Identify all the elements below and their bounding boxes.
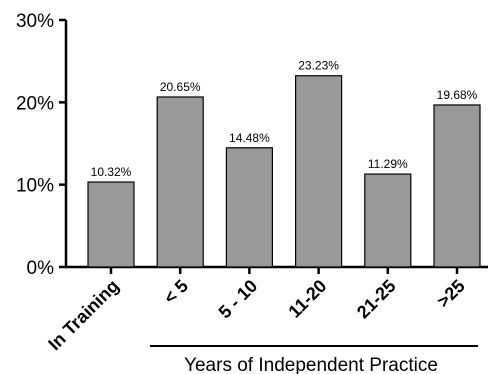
axes: 0% 10% 20% 30% [16,11,488,279]
bar [87,181,135,268]
bar-value-label: 10.32% [91,165,132,179]
x-category-label: 21-25 [353,276,400,323]
group-label: Years of Independent Practice [184,355,438,374]
y-tick-label: 0% [27,258,55,279]
bar-value-label: 19.68% [437,88,478,102]
bar-value-label: 11.29% [368,157,408,171]
bar [364,173,412,268]
x-category-label: 11-20 [284,276,330,322]
bars [87,75,481,268]
y-tick-label: 20% [16,93,54,114]
bar-value-label: 14.48% [229,131,270,145]
x-category-label: 5 - 10 [215,276,262,323]
bar-value-label: 20.65% [160,80,201,94]
bar [156,96,204,268]
bar [295,75,343,268]
y-tick-label: 10% [16,176,54,197]
bar [433,104,481,268]
bar [225,147,273,268]
y-tick-label: 30% [16,11,54,32]
bar-value-label: 23.23% [298,59,339,73]
x-category-label: >25 [433,276,469,312]
x-category-label: < 5 [160,276,192,308]
x-category-label: In Training [44,276,122,354]
